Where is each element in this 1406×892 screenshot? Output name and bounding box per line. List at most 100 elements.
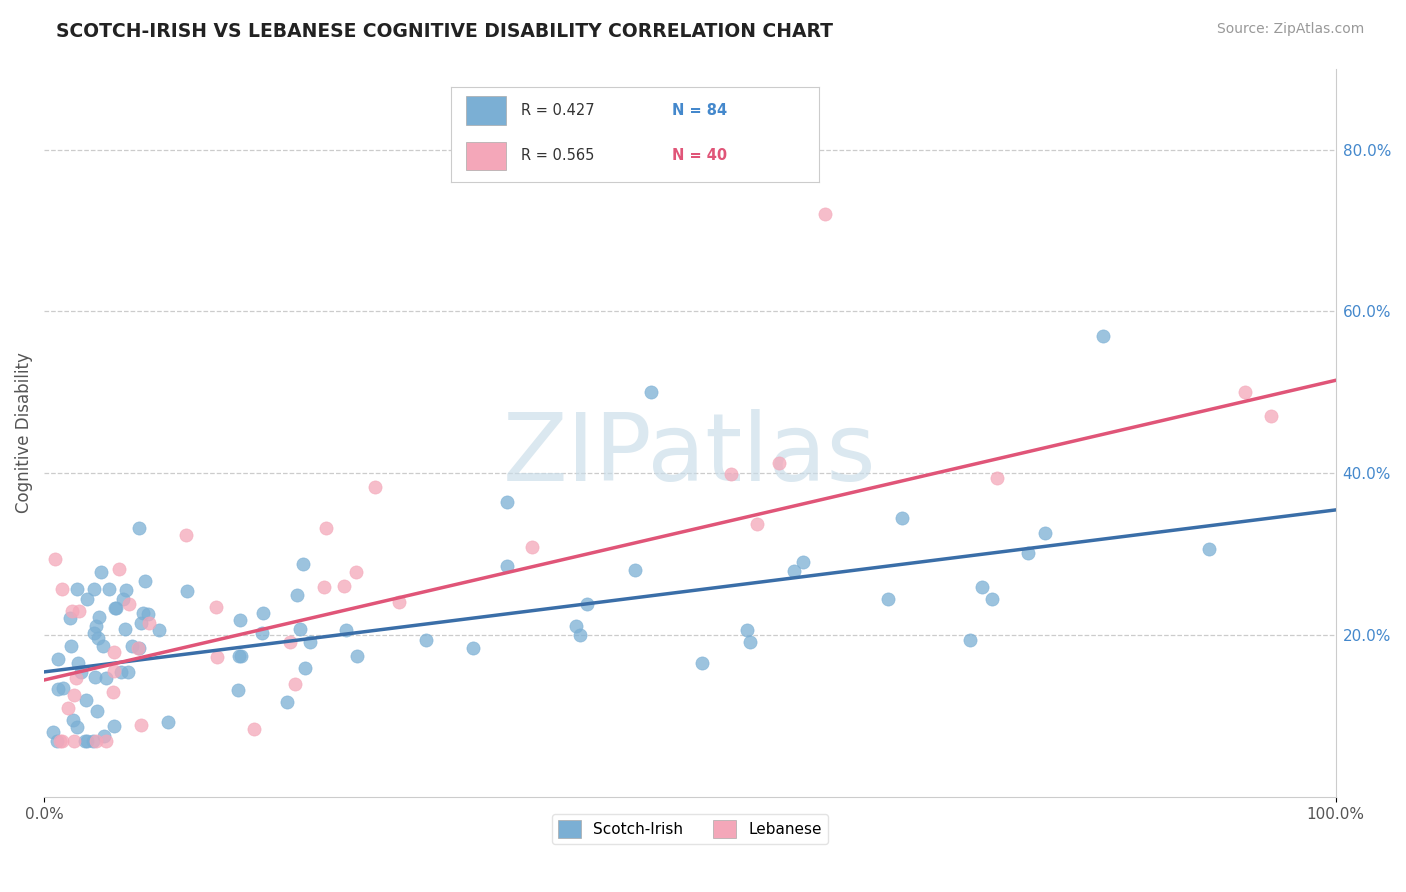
Point (97, 582, 120, 597)
Legend: Scotch-Irish, Lebanese: Scotch-Irish, Lebanese (551, 814, 828, 845)
Point (138, 615, 160, 630)
Point (205, 600, 228, 615)
Point (134, 574, 156, 589)
Point (66, 720, 89, 734)
Point (415, 632, 437, 647)
Point (891, 511, 914, 525)
Point (104, 600, 127, 615)
Point (129, 615, 152, 630)
Point (65, 582, 87, 596)
Point (63, 688, 86, 702)
Point (62, 713, 84, 727)
Point (959, 632, 981, 647)
Point (335, 623, 357, 637)
Point (118, 598, 141, 612)
Point (73, 733, 96, 747)
Point (332, 579, 354, 593)
Point (747, 516, 769, 531)
Point (972, 580, 994, 594)
Point (284, 677, 307, 691)
Point (388, 595, 411, 609)
Point (65, 671, 87, 685)
Point (1033, 526, 1056, 541)
Point (94, 671, 117, 685)
Point (115, 583, 138, 598)
Point (1017, 546, 1039, 560)
Point (42, 725, 65, 739)
Point (624, 563, 647, 577)
Point (84, 670, 107, 684)
Point (176, 584, 198, 599)
Point (575, 597, 598, 611)
Point (84, 618, 107, 632)
Point (792, 555, 814, 569)
Point (294, 660, 316, 674)
Point (344, 565, 367, 579)
Point (51, 582, 73, 596)
Point (44, 552, 66, 566)
Point (346, 649, 368, 664)
Point (105, 600, 128, 615)
Point (76, 591, 98, 606)
Point (740, 635, 762, 649)
Point (1234, 385, 1257, 400)
Point (226, 683, 249, 698)
Point (59, 610, 82, 624)
Point (82, 733, 104, 747)
Point (90, 565, 112, 579)
Point (986, 470, 1008, 484)
Point (63, 733, 86, 747)
Point (56, 701, 79, 715)
Point (285, 588, 308, 602)
Point (60, 639, 83, 653)
Point (67, 604, 90, 618)
Point (290, 622, 312, 636)
Point (228, 649, 250, 664)
Point (128, 521, 150, 535)
Point (46, 651, 69, 665)
Point (75, 693, 97, 707)
Text: Source: ZipAtlas.com: Source: ZipAtlas.com (1216, 22, 1364, 37)
Point (292, 558, 315, 572)
Point (67, 656, 90, 670)
Point (522, 540, 544, 554)
Point (87, 631, 110, 645)
Point (981, 591, 1004, 606)
Point (276, 695, 298, 709)
Point (129, 718, 152, 732)
Point (91, 639, 114, 653)
Point (176, 528, 198, 542)
Point (278, 635, 301, 649)
Point (1260, 409, 1282, 424)
Text: ZIPatlas: ZIPatlas (503, 409, 877, 500)
Point (463, 640, 485, 655)
Point (690, 656, 713, 670)
Point (51, 733, 73, 747)
Point (768, 456, 790, 470)
Point (110, 665, 132, 679)
Point (108, 561, 131, 575)
Point (94, 733, 117, 747)
Point (1198, 541, 1220, 556)
Point (103, 645, 125, 659)
Point (640, 385, 662, 400)
Point (495, 494, 517, 508)
Point (84, 733, 107, 747)
Point (70, 665, 93, 680)
Point (128, 640, 150, 655)
Y-axis label: Cognitive Disability: Cognitive Disability (15, 352, 32, 514)
Point (121, 639, 143, 653)
Point (565, 619, 588, 633)
Point (207, 649, 229, 664)
Point (148, 624, 170, 638)
Point (569, 628, 592, 642)
Text: SCOTCH-IRISH VS LEBANESE COGNITIVE DISABILITY CORRELATION CHART: SCOTCH-IRISH VS LEBANESE COGNITIVE DISAB… (56, 22, 834, 41)
Point (737, 624, 759, 638)
Point (46, 733, 69, 747)
Point (131, 607, 153, 621)
Point (117, 665, 139, 679)
Point (76, 733, 98, 747)
Point (364, 480, 387, 494)
Point (299, 634, 322, 648)
Point (156, 715, 179, 730)
